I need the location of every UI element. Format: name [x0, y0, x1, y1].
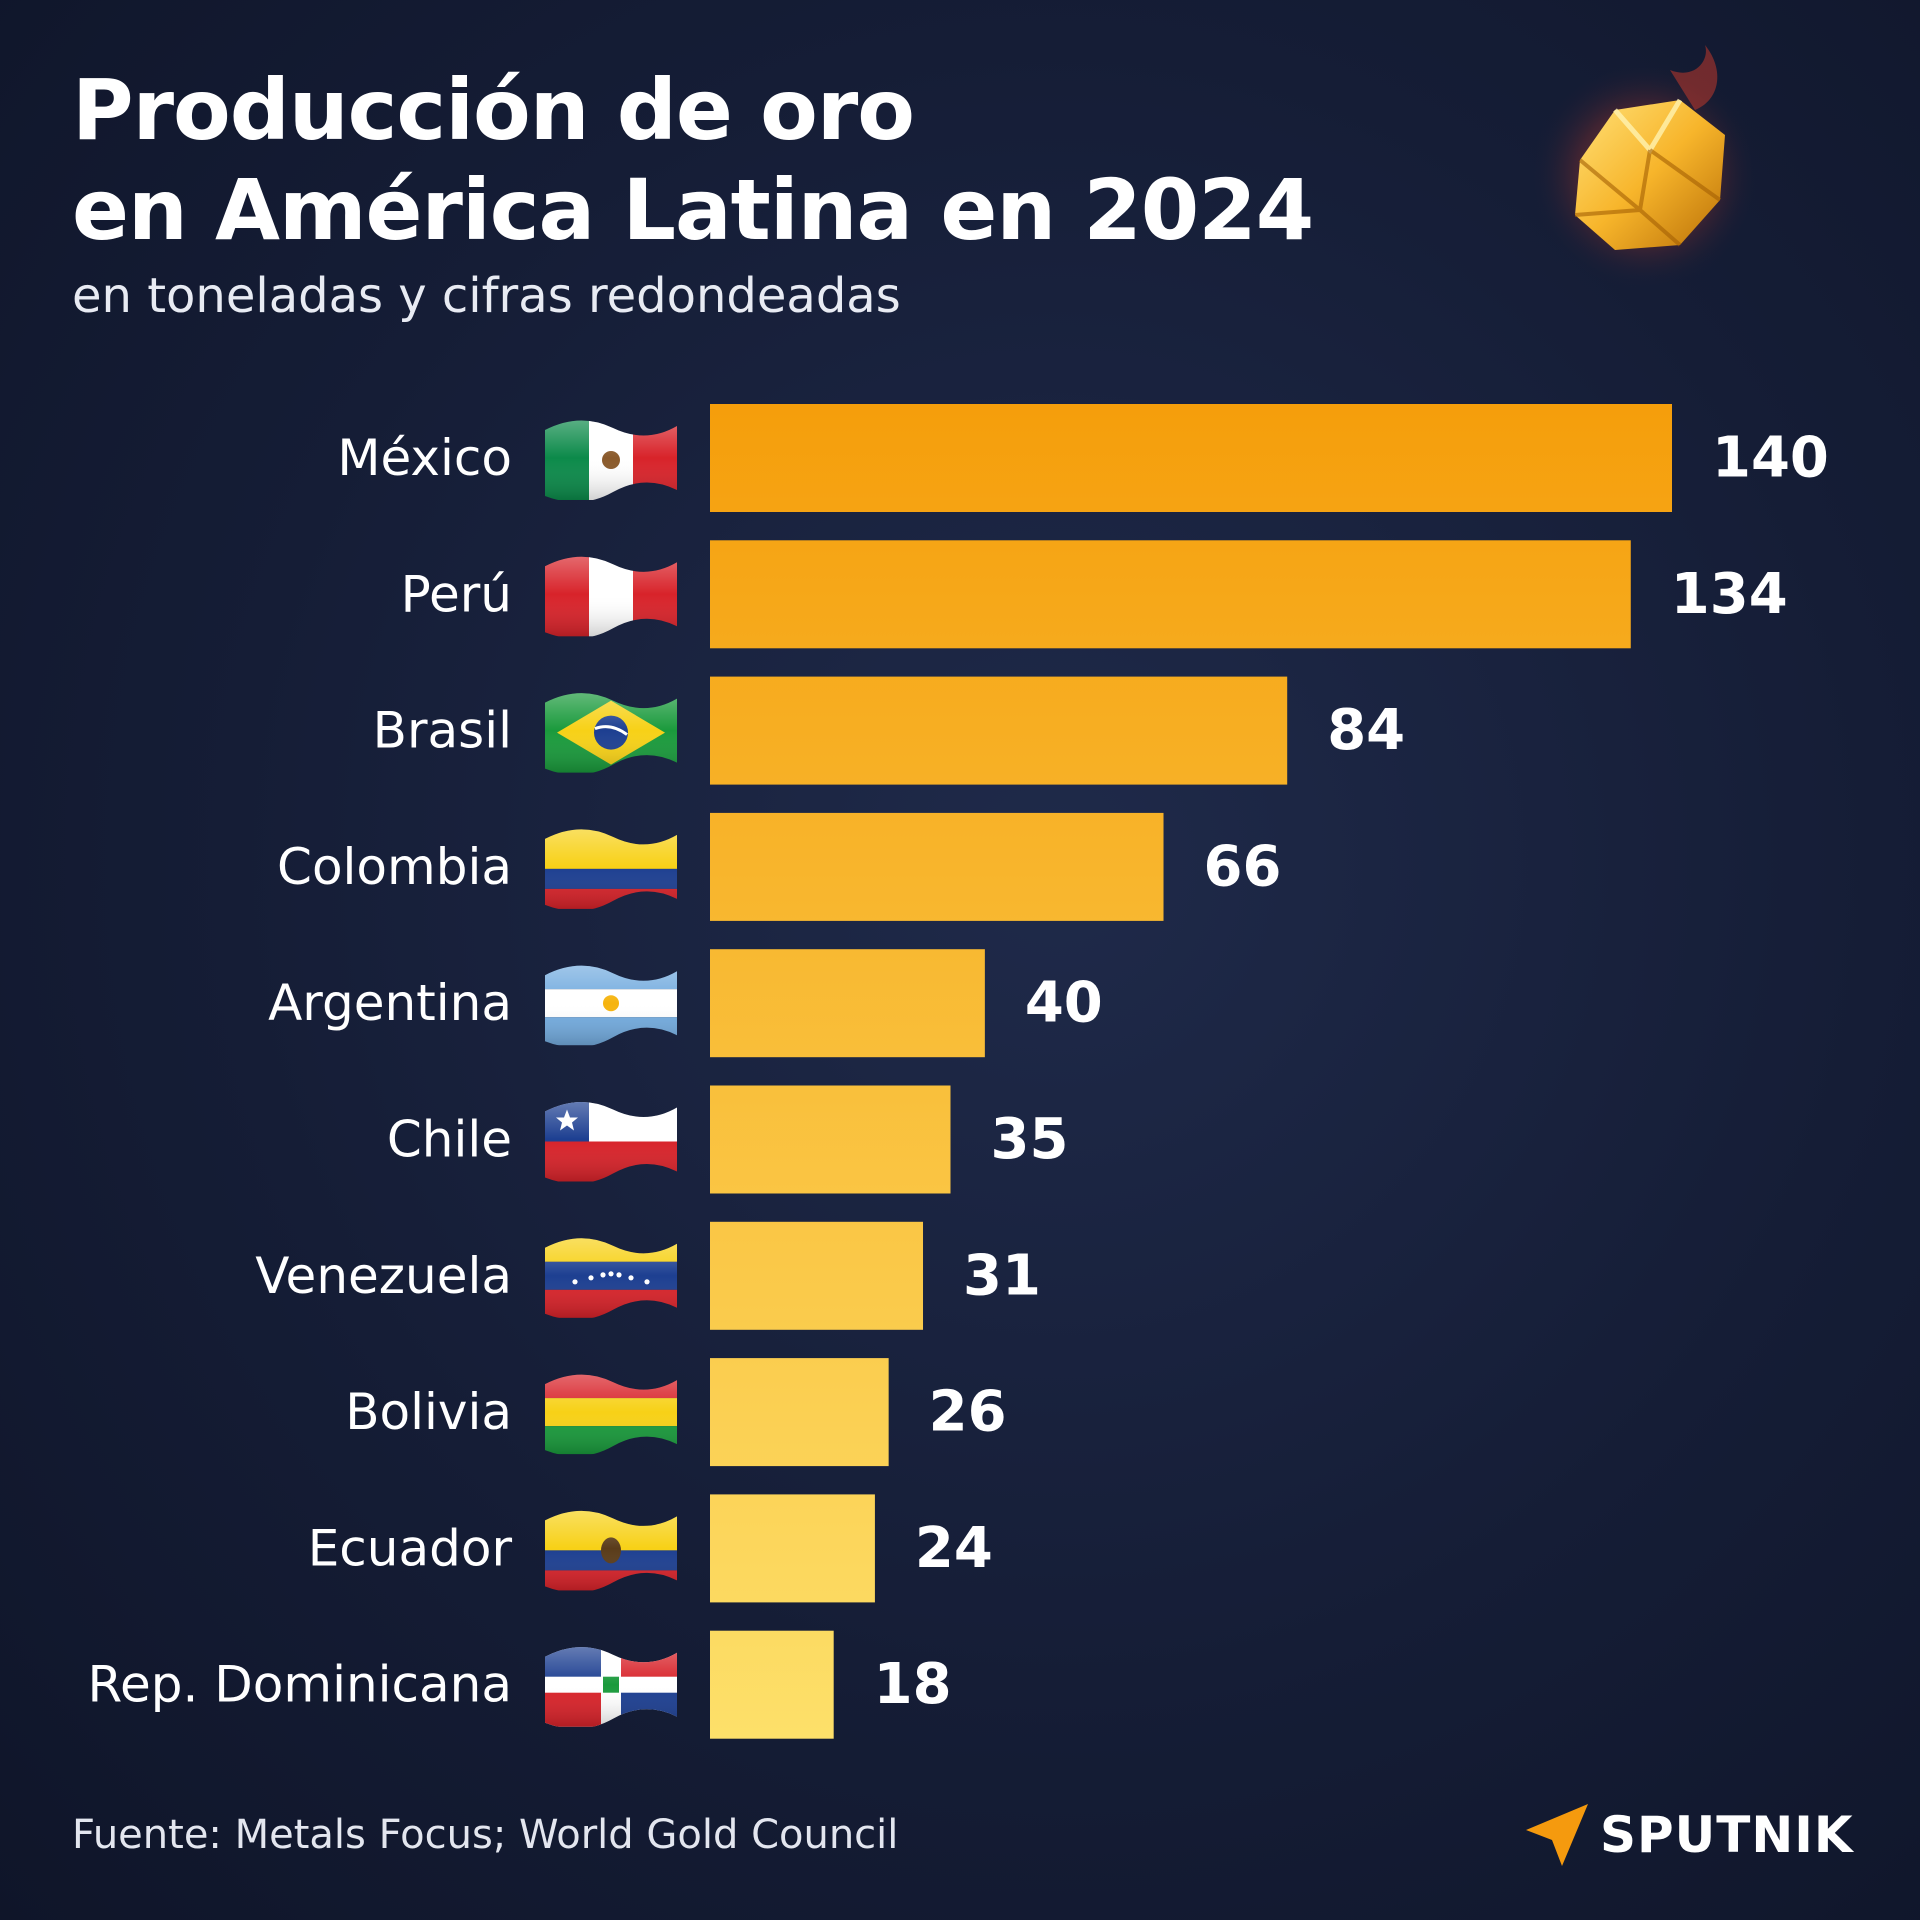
bar — [710, 949, 985, 1058]
category-label: Argentina — [268, 974, 512, 1032]
category-label: México — [337, 429, 512, 487]
value-label: 84 — [1327, 698, 1405, 763]
bar-row: Brasil 84 — [373, 676, 1405, 785]
value-label: 35 — [991, 1107, 1069, 1172]
brand-name: SPUTNIK — [1600, 1806, 1854, 1864]
value-label: 66 — [1204, 834, 1282, 899]
category-label: Perú — [401, 565, 512, 623]
flag-bolivia-icon — [545, 1374, 677, 1455]
value-label: 134 — [1671, 562, 1788, 627]
category-label: Bolivia — [345, 1383, 512, 1441]
bar-row: Argentina 40 — [268, 949, 1103, 1058]
sputnik-arrow-icon — [1526, 1804, 1588, 1866]
chart-title-line-1: Producción de oro — [72, 61, 915, 159]
chart-subtitle: en toneladas y cifras redondeadas — [72, 268, 901, 324]
bar-row: Venezuela 31 — [255, 1221, 1041, 1330]
bar — [710, 676, 1288, 785]
value-label: 140 — [1712, 426, 1829, 491]
category-label: Ecuador — [308, 1519, 513, 1577]
value-label: 18 — [874, 1652, 952, 1717]
flag-venezuela-icon — [545, 1238, 677, 1318]
category-label: Rep. Dominicana — [87, 1656, 512, 1714]
flag-argentina-icon — [545, 965, 677, 1046]
bar-row: Ecuador 24 — [308, 1494, 993, 1603]
chart-title: Producción de oro en América Latina en 2… — [72, 60, 1314, 260]
bar — [710, 1630, 834, 1739]
bar — [710, 404, 1672, 512]
flag-colombia-icon — [545, 829, 677, 909]
flag-mexico-icon — [545, 420, 677, 500]
bar-row: Bolivia 26 — [345, 1358, 1007, 1467]
brand-logo: SPUTNIK — [1522, 1800, 1854, 1870]
bar-row: Colombia 66 — [277, 812, 1282, 921]
category-label: Colombia — [277, 838, 512, 896]
source-note: Fuente: Metals Focus; World Gold Council — [72, 1812, 899, 1858]
value-label: 26 — [929, 1380, 1007, 1445]
value-label: 31 — [963, 1243, 1041, 1308]
category-label: Brasil — [373, 702, 512, 760]
bar-row: Rep. Dominicana 18 — [87, 1630, 952, 1739]
bar-row: Chile 35 — [387, 1085, 1069, 1194]
flag-ecuador-icon — [545, 1510, 677, 1591]
bar — [710, 1085, 951, 1194]
category-label: Venezuela — [255, 1247, 512, 1305]
bar — [710, 1358, 889, 1467]
flag-dominican-republic-icon — [545, 1647, 677, 1727]
flag-chile-icon — [545, 1101, 677, 1182]
flag-peru-icon — [545, 556, 677, 637]
bar — [710, 540, 1631, 649]
flag-brazil-icon — [545, 693, 677, 773]
bar — [710, 812, 1164, 921]
bar — [710, 1494, 875, 1603]
bar-row: Perú 134 — [401, 540, 1788, 649]
value-label: 24 — [915, 1516, 993, 1581]
bar — [710, 1221, 924, 1330]
value-label: 40 — [1025, 971, 1103, 1036]
gold-nugget-icon — [1530, 45, 1760, 290]
bar-row: México 140 — [337, 404, 1829, 512]
chart-title-line-2: en América Latina en 2024 — [72, 161, 1314, 259]
category-label: Chile — [387, 1111, 512, 1169]
